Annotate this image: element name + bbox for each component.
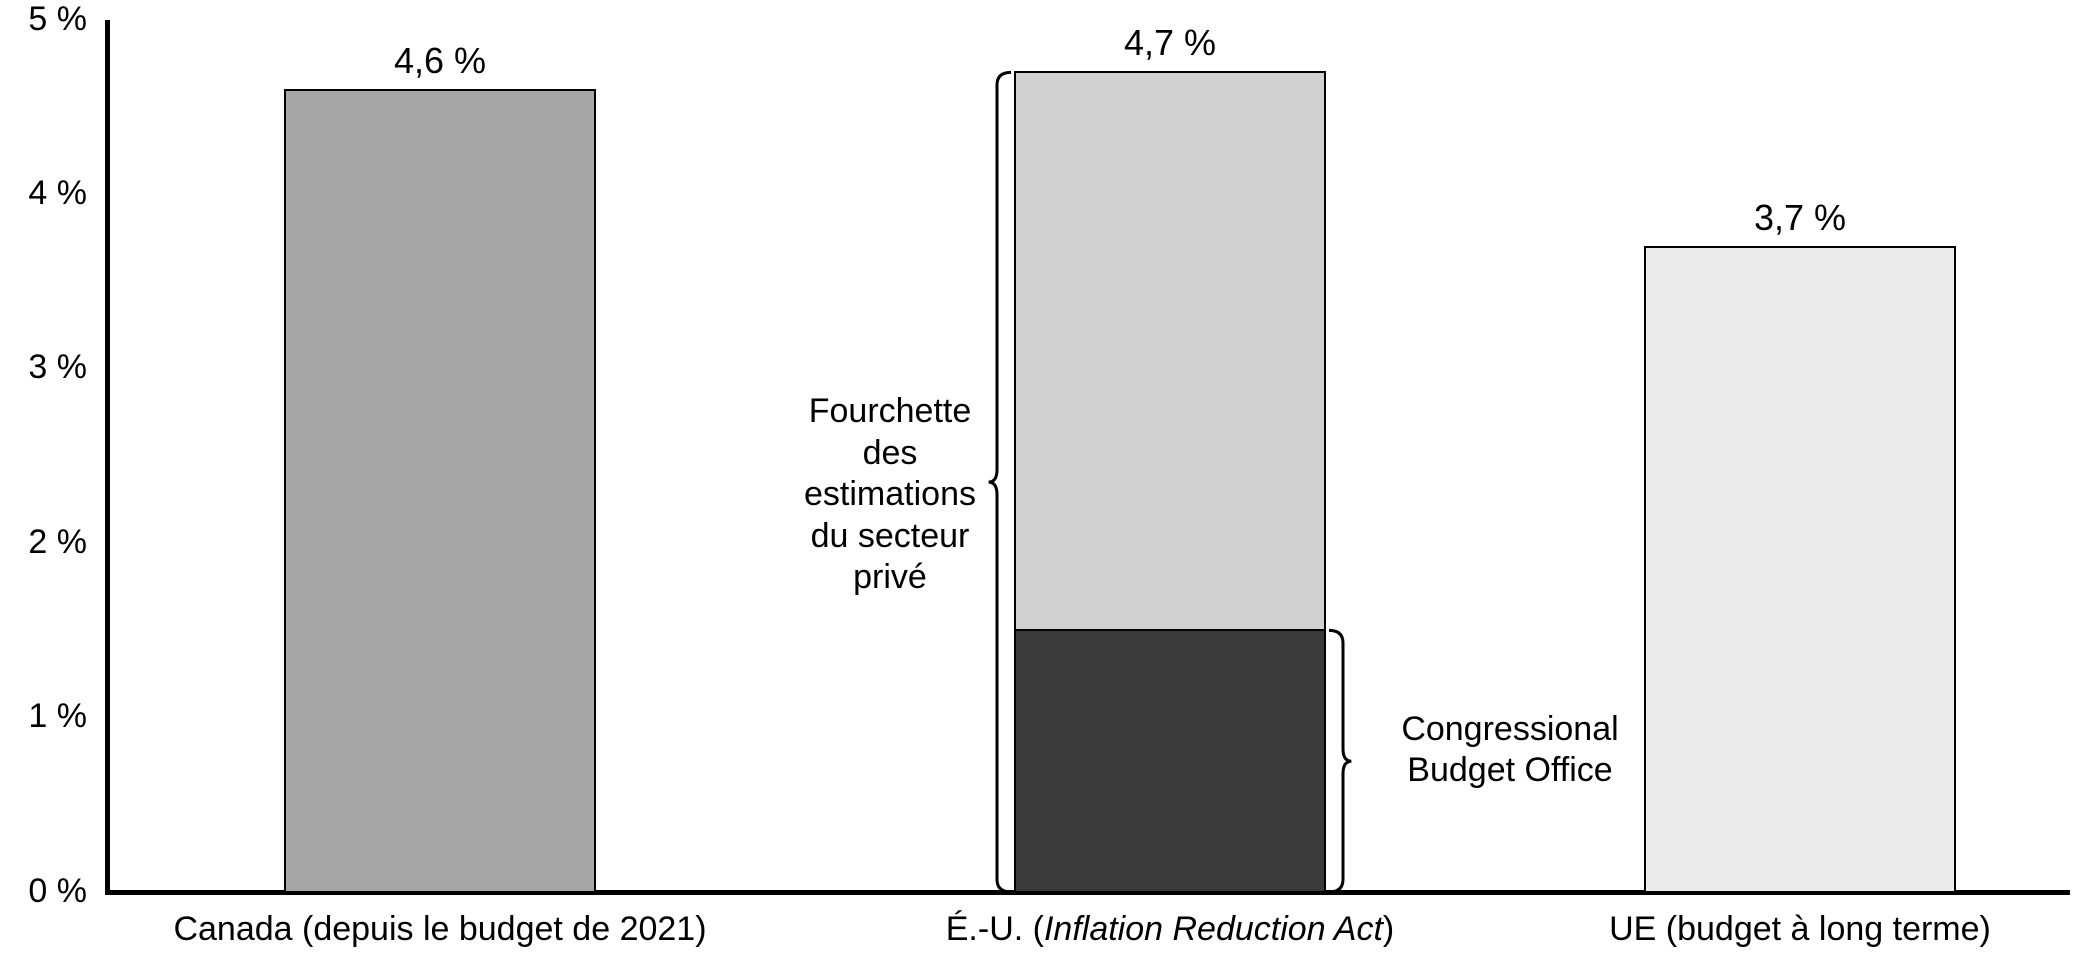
bar-eu	[1645, 247, 1955, 892]
bar-canada	[285, 90, 595, 892]
chart-root: 0 % 1 % 2 % 3 % 4 % 5 % 4,6 % Canada (depuis le…	[0, 0, 2090, 980]
annotation-left-line: du secteur	[811, 517, 970, 555]
data-label-canada: 4,6 %	[290, 40, 590, 82]
brace-right	[1329, 0, 1389, 980]
annotation-left-line: des	[863, 434, 918, 472]
brace-left	[1011, 0, 1071, 980]
annotation-left-line: privé	[853, 558, 927, 596]
y-axis-line	[105, 20, 110, 892]
category-label-eu: UE (budget à long terme)	[1400, 910, 2090, 949]
y-tick-label: 4 %	[28, 174, 87, 213]
annotation-left-line: estimations	[804, 475, 976, 513]
data-label-eu: 3,7 %	[1650, 197, 1950, 239]
y-tick-label: 3 %	[28, 348, 87, 387]
y-tick-label: 0 %	[28, 872, 87, 911]
y-tick-label: 1 %	[28, 697, 87, 736]
annotation-right-line: Congressional	[1401, 710, 1618, 748]
y-tick-label: 5 %	[28, 0, 87, 39]
category-label-canada: Canada (depuis le budget de 2021)	[40, 910, 840, 949]
annotation-right-line: Budget Office	[1407, 751, 1612, 789]
annotation-left-line: Fourchette	[809, 392, 972, 430]
y-tick-label: 2 %	[28, 523, 87, 562]
